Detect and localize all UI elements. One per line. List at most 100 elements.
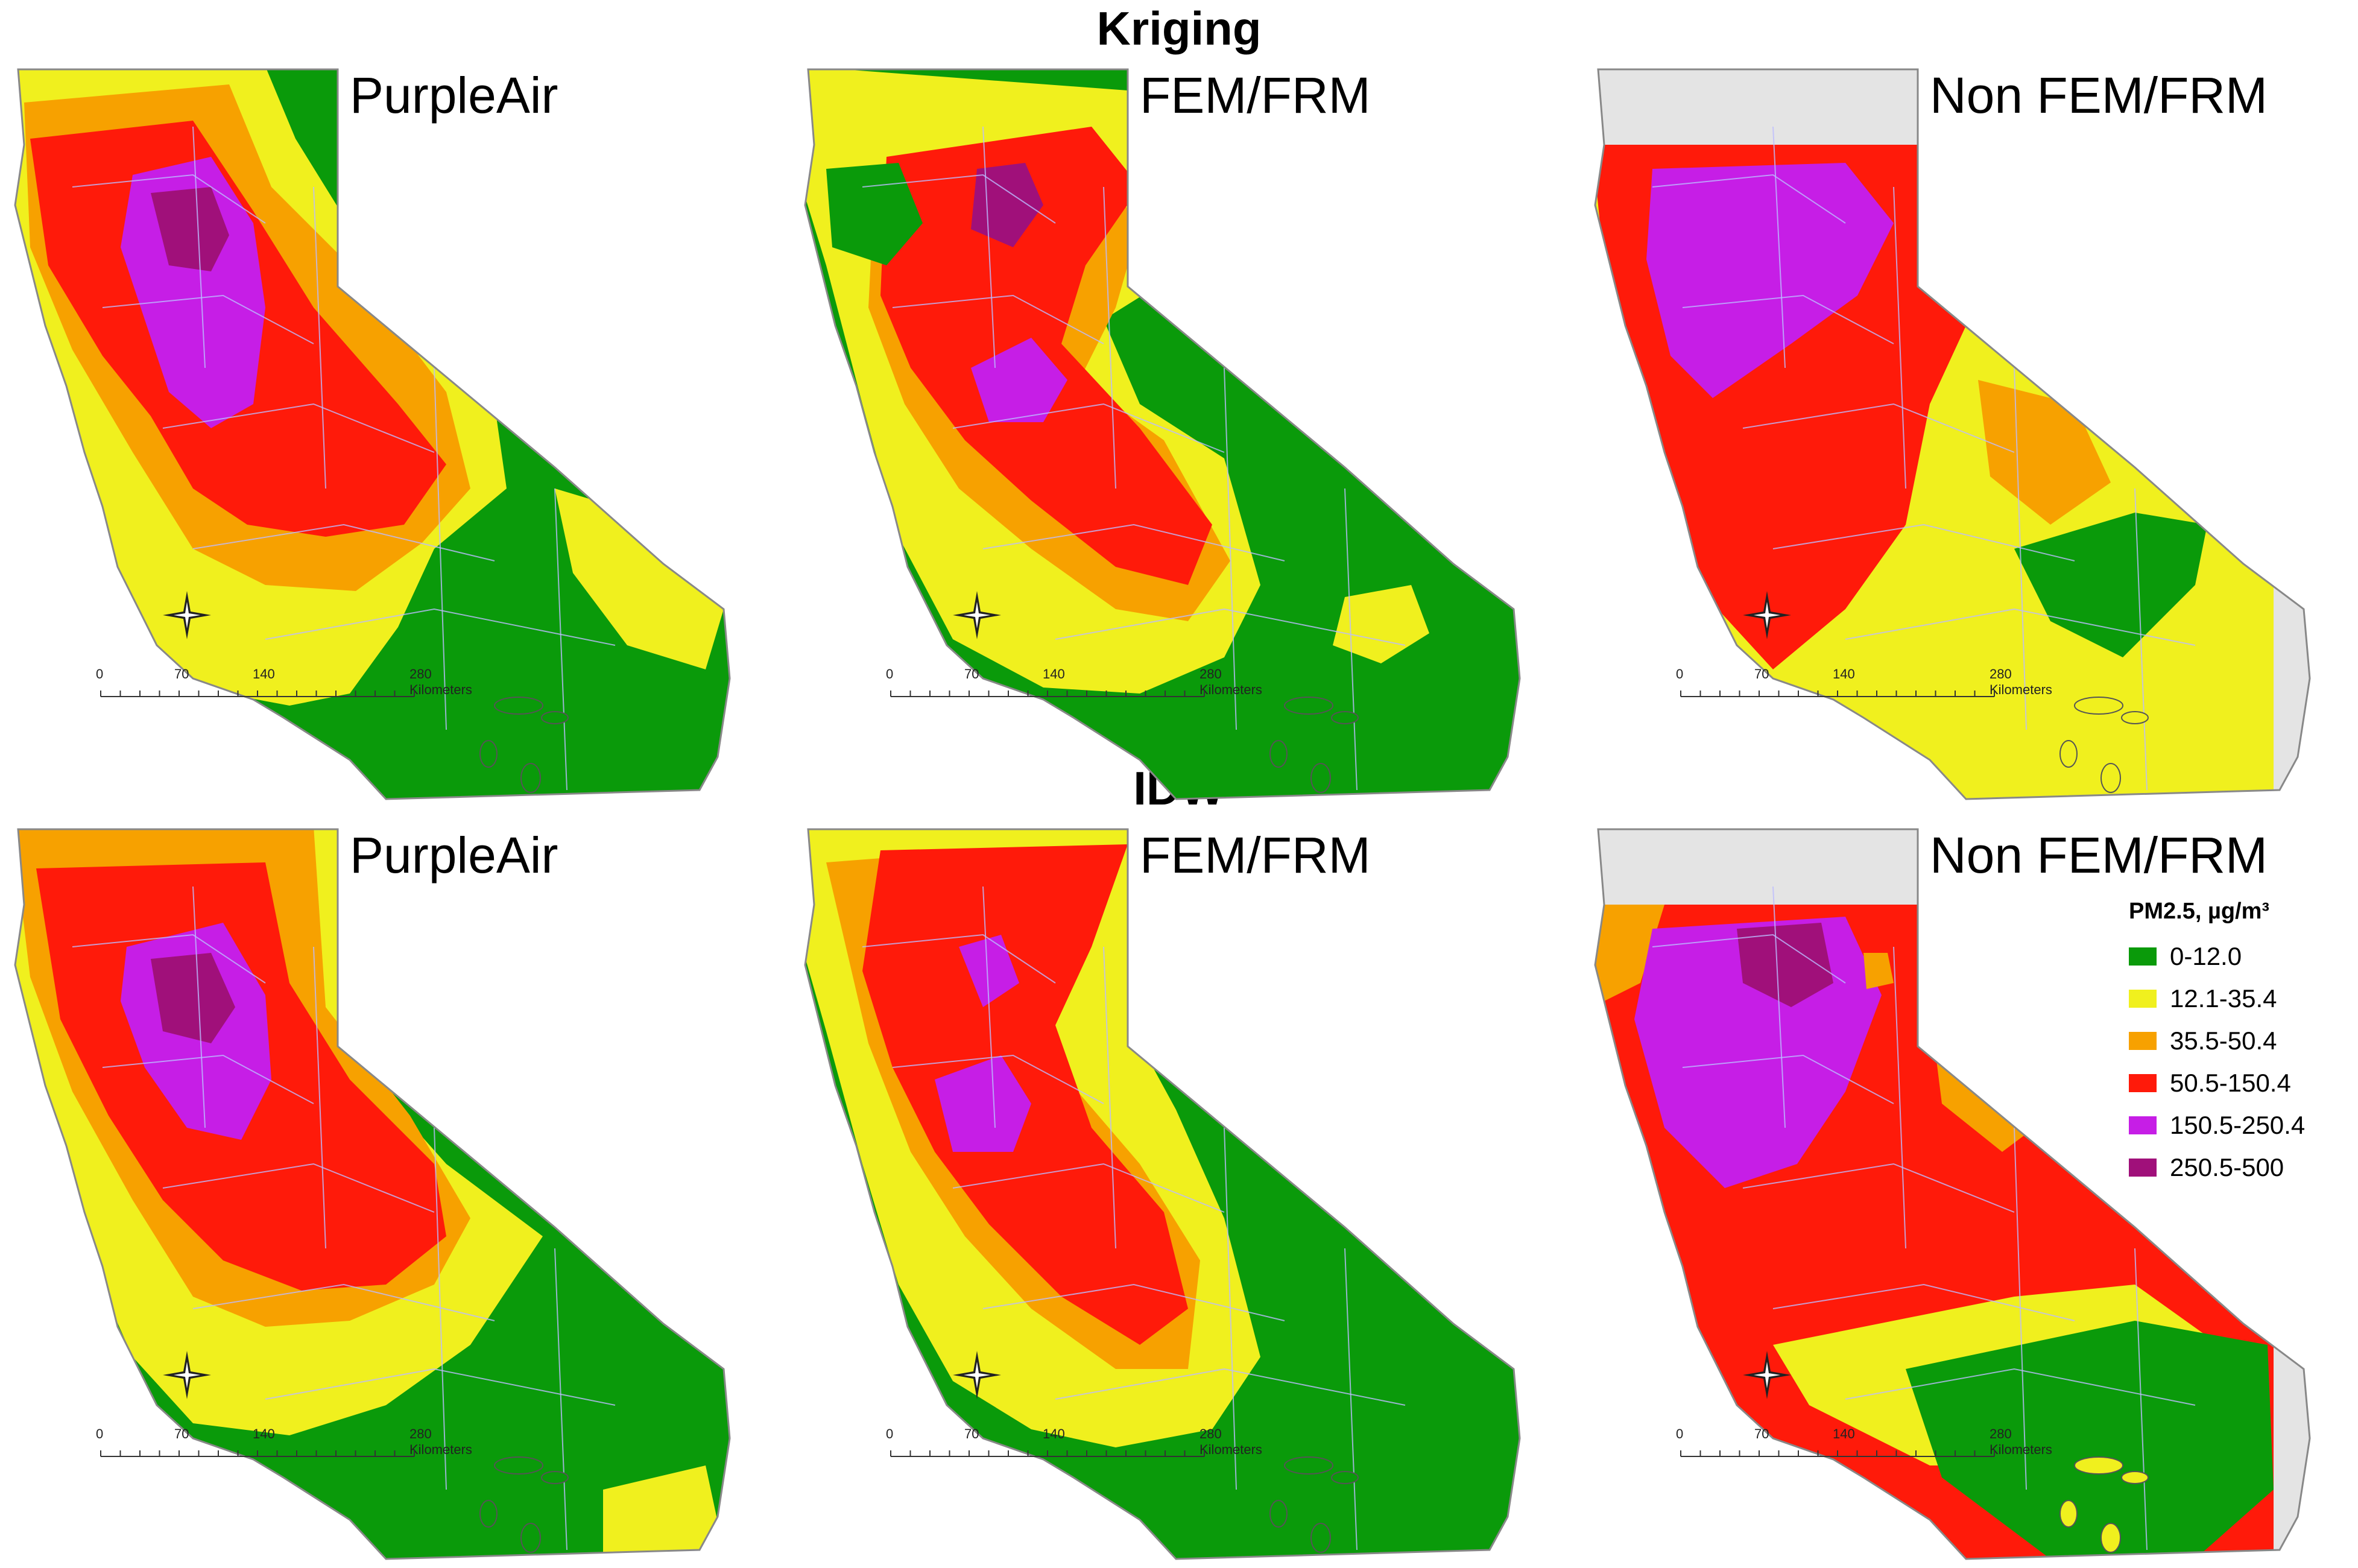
scale-tick-label: 0 (96, 1426, 104, 1441)
county-boundary (982, 126, 996, 368)
county-boundary (1652, 174, 1846, 224)
channel-island (1310, 763, 1331, 793)
pm25-map (14, 828, 731, 1560)
concentration-zone (971, 163, 1043, 247)
county-boundary (1682, 294, 1894, 344)
scale-tick-label: 0 (886, 666, 894, 681)
county-boundary (1845, 1368, 2196, 1406)
concentration-zone (1595, 905, 1664, 1007)
map-panel: FEM/FRM 0 70 140 280 Kilometers (802, 826, 1565, 1568)
panel-label: FEM/FRM (1140, 67, 1371, 124)
scale-tick-label: 70 (1754, 666, 1769, 681)
scale-tick-label: 280 Kilometers (1200, 1426, 1262, 1457)
scale-bar: 0 70 140 280 Kilometers (886, 666, 1262, 709)
county-boundary (434, 367, 447, 730)
county-boundary (265, 1368, 616, 1406)
legend-label: 35.5-50.4 (2170, 1026, 2277, 1055)
concentration-zone (959, 935, 1019, 1007)
pm25-map (14, 68, 731, 800)
map-panel: FEM/FRM 0 70 140 280 Kilometers (802, 66, 1565, 808)
legend-item: 150.5-250.4 (2129, 1104, 2346, 1146)
concentration-zone (1595, 69, 1918, 145)
state-outline (1594, 828, 2311, 1560)
county-boundary (313, 186, 326, 489)
scale-tick-label: 140 (1043, 1426, 1065, 1441)
panel-label: Non FEM/FRM (1930, 67, 2268, 124)
county-boundary (313, 946, 326, 1249)
county-boundary (1224, 367, 1237, 730)
county-boundary (862, 174, 1056, 224)
scale-tick-label: 280 Kilometers (1990, 666, 2052, 697)
scale-tick-label: 140 (253, 1426, 275, 1441)
scale-tick-label: 70 (174, 666, 189, 681)
county-boundary (892, 294, 1104, 344)
scale-bar: 0 70 140 280 Kilometers (1676, 1426, 2052, 1468)
scale-tick-label: 140 (1043, 666, 1065, 681)
legend-swatch (2129, 1032, 2157, 1050)
concentration-zone (2274, 1321, 2310, 1559)
county-boundary (434, 1127, 447, 1490)
county-boundary (862, 934, 1056, 984)
legend-label: 12.1-35.4 (2170, 984, 2277, 1013)
map-panel: PurpleAir 0 70 140 280 Kilometers (12, 826, 775, 1568)
concentration-zone (826, 163, 923, 265)
scale-ticks (100, 691, 415, 697)
channel-island (1331, 711, 1359, 724)
legend-swatch (2129, 1074, 2157, 1092)
county-boundary (192, 126, 206, 368)
concentration-zone (1737, 923, 1833, 1007)
county-boundary (892, 1054, 1104, 1104)
county-boundary (554, 1248, 567, 1551)
county-boundary (1772, 1283, 2075, 1321)
north-arrow-icon (1743, 1351, 1791, 1399)
scale-tick-label: 280 Kilometers (1990, 1426, 2052, 1457)
legend-item: 35.5-50.4 (2129, 1020, 2346, 1062)
county-boundary (982, 886, 996, 1128)
legend-item: 250.5-500 (2129, 1146, 2346, 1189)
scale-tick-label: 280 Kilometers (409, 1426, 472, 1457)
map-panel: Non FEM/FRM 0 70 140 280 Kilometers (1592, 66, 2355, 808)
channel-island (520, 763, 541, 793)
scale-tick-label: 70 (1754, 1426, 1769, 1441)
channel-island (1284, 697, 1333, 715)
scale-bar: 0 70 140 280 Kilometers (886, 1426, 1262, 1468)
county-boundary (72, 174, 266, 224)
scale-tick-label: 140 (1833, 1426, 1855, 1441)
channel-island (520, 1523, 541, 1553)
scale-tick-label: 70 (174, 1426, 189, 1441)
channel-island (1269, 740, 1288, 768)
channel-island (2059, 740, 2078, 768)
legend-item: 0-12.0 (2129, 935, 2346, 978)
county-boundary (982, 523, 1285, 561)
channel-island (1269, 1500, 1288, 1528)
county-boundary (2014, 1127, 2027, 1490)
county-boundary (982, 1283, 1285, 1321)
legend-swatch (2129, 1159, 2157, 1177)
state-outline (1594, 68, 2311, 800)
county-boundary (1055, 608, 1406, 646)
concentration-zone (2274, 525, 2310, 799)
legend-label: 50.5-150.4 (2170, 1069, 2291, 1097)
county-boundary (1742, 1163, 2015, 1213)
concentration-zone (555, 488, 724, 669)
north-arrow-icon (953, 1351, 1001, 1399)
concentration-zone (2014, 513, 2207, 657)
scale-tick-label: 70 (964, 666, 979, 681)
scale-ticks (1680, 691, 1995, 697)
concentration-zone (1333, 585, 1429, 663)
county-boundary (1893, 186, 1906, 489)
county-boundary (1742, 403, 2015, 453)
legend-label: 0-12.0 (2170, 942, 2242, 970)
legend-label: 150.5-250.4 (2170, 1111, 2306, 1139)
county-boundary (952, 403, 1225, 453)
county-boundary (162, 1163, 435, 1213)
county-boundary (1772, 886, 1786, 1128)
county-boundary (1344, 488, 1358, 791)
channel-island (479, 740, 498, 768)
north-arrow-icon (953, 591, 1001, 639)
legend-label: 250.5-500 (2170, 1153, 2284, 1181)
channel-island (494, 1456, 543, 1475)
scale-tick-label: 0 (96, 666, 104, 681)
channel-island (1310, 1523, 1331, 1553)
channel-island (541, 711, 569, 724)
